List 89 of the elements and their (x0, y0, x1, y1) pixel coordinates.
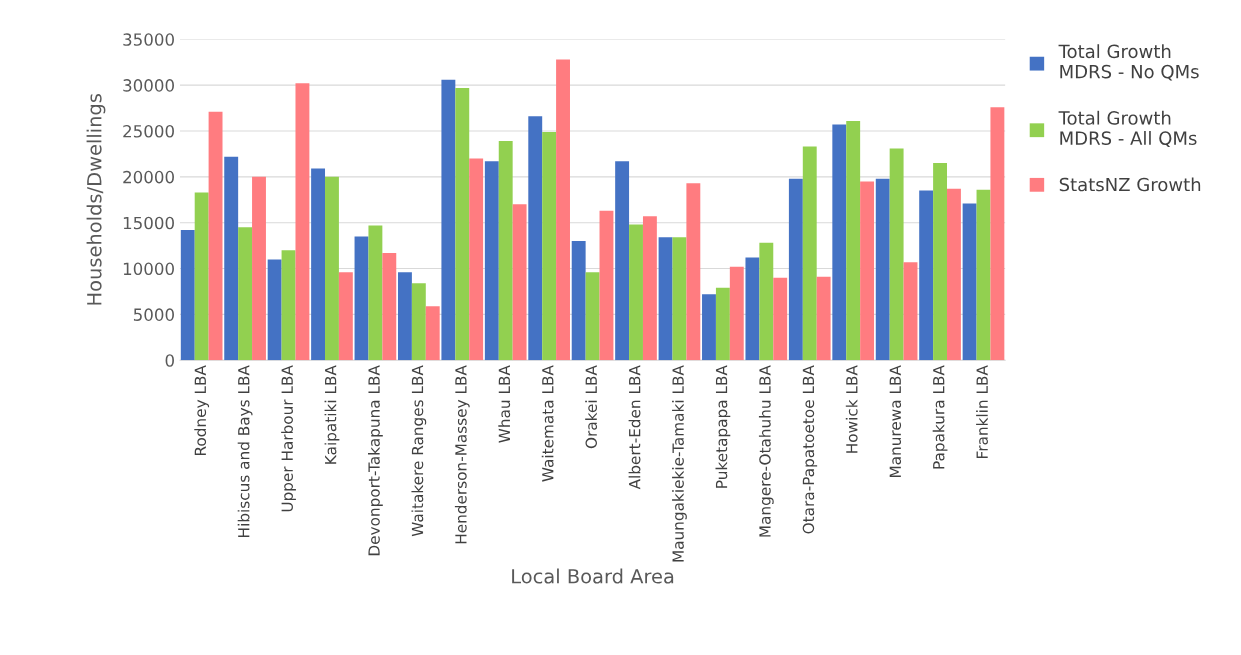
bar (469, 158, 484, 361)
legend-label: Total Growth MDRS - No QMs (1058, 44, 1199, 81)
bar (252, 176, 266, 361)
bar (715, 287, 730, 361)
y-tick-label: 5000 (133, 308, 174, 321)
bar (441, 79, 456, 361)
bar (295, 83, 310, 361)
x-tick-label: Orakei LBA (585, 365, 598, 449)
x-tick-label: Hibiscus and Bays LBA (237, 365, 253, 537)
bar (990, 107, 1005, 361)
bar (976, 189, 991, 361)
bar (658, 237, 673, 361)
bar (528, 116, 543, 361)
bar (629, 224, 643, 361)
bar (425, 306, 440, 361)
bar (498, 141, 513, 361)
bar (585, 272, 600, 361)
bar (382, 252, 397, 361)
bar (816, 276, 831, 361)
x-tick-label: Maungakiekie-Tamaki LBA (672, 365, 687, 562)
bar (846, 120, 861, 361)
bar (903, 262, 918, 361)
x-tick-label: Upper Harbour LBA (281, 365, 296, 512)
bar (238, 227, 253, 361)
x-axis-title: Local Board Area (512, 568, 674, 584)
x-tick-label: Manurewa LBA (889, 365, 902, 478)
bar (745, 257, 760, 361)
x-tick-label: Whau LBA (498, 365, 511, 443)
bar (325, 176, 339, 361)
y-tick-label: 0 (165, 354, 174, 367)
bar (512, 204, 527, 361)
bar (832, 124, 847, 361)
y-tick-label: 35000 (123, 33, 174, 46)
bar (889, 148, 904, 361)
bar (702, 294, 716, 361)
bar (875, 178, 890, 361)
y-axis-title: Households/Dwellings (86, 94, 106, 305)
bar (686, 183, 701, 361)
bar (368, 225, 383, 361)
legend-label: Total Growth MDRS - All QMs (1058, 110, 1197, 148)
bar (962, 203, 977, 361)
bar (919, 190, 934, 361)
bar (615, 161, 630, 361)
bar (267, 259, 282, 361)
bar (411, 283, 426, 361)
bar (338, 272, 353, 361)
y-tick-label: 30000 (123, 79, 174, 92)
bar (860, 181, 875, 361)
bar (773, 277, 788, 361)
x-tick-label: Papakura LBA (932, 365, 948, 469)
x-tick-label: Albert-Eden LBA (628, 365, 641, 490)
x-tick-label: Otara-Papatoetoe LBA (802, 365, 818, 534)
x-tick-label: Devonport-Takapuna LBA (368, 365, 383, 556)
legend-label: StatsNZ Growth (1059, 177, 1201, 192)
bar (933, 163, 948, 361)
y-tick-label: 25000 (123, 124, 174, 138)
bar (759, 242, 774, 361)
bar (542, 131, 557, 361)
bar (397, 272, 412, 361)
x-tick-label: Kaipatiki LBA (324, 365, 340, 464)
bar (484, 161, 499, 361)
bar (788, 178, 803, 361)
bar (281, 250, 296, 361)
x-tick-label: Waitakere Ranges LBA (411, 365, 427, 537)
bar (729, 266, 744, 361)
x-tick-label: Mangere-Otahuhu LBA (758, 365, 774, 537)
y-tick-label: 20000 (123, 170, 174, 184)
bar (599, 210, 614, 361)
bar (455, 87, 470, 361)
bar (672, 237, 687, 361)
y-tick-label: 10000 (123, 262, 174, 276)
y-tick-label: 15000 (123, 216, 174, 230)
bar (180, 230, 195, 361)
x-tick-label: Henderson-Massey LBA (454, 365, 470, 544)
bar (354, 236, 369, 361)
x-tick-label: Howick LBA (845, 365, 858, 453)
x-tick-label: Rodney LBA (194, 365, 210, 456)
bar (556, 59, 570, 361)
bar (224, 156, 239, 361)
bar (571, 241, 586, 361)
bar (194, 192, 209, 361)
bar (208, 111, 223, 361)
x-tick-label: Waitemata LBA (541, 365, 554, 482)
x-tick-label: Puketapapa LBA (715, 365, 731, 488)
bar (642, 216, 657, 361)
x-tick-label: Franklin LBA (976, 365, 988, 458)
bar (311, 168, 326, 361)
bar (947, 188, 961, 361)
bar (802, 146, 817, 361)
